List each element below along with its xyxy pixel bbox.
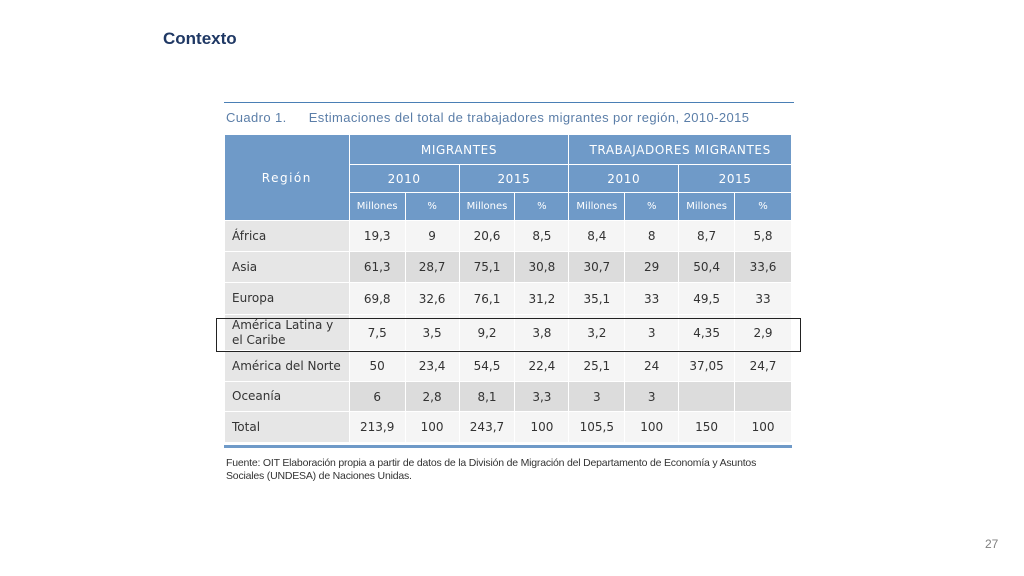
region-line: el Caribe (232, 332, 286, 347)
cell-value: 3,5 (404, 314, 460, 351)
slide-title: Contexto (163, 29, 237, 48)
caption-number: Cuadro 1. (226, 110, 287, 125)
header-unit: % (734, 192, 792, 221)
highlight-box (216, 318, 801, 352)
cell-value: 3 (624, 314, 680, 351)
table-row-total: Total 213,9 100 243,7 100 105,5 100 150 … (224, 411, 792, 443)
cell-value: 25,1 (568, 350, 626, 382)
cell-value: 2,8 (404, 381, 460, 412)
cell-value: 33,6 (734, 251, 792, 283)
header-unit: Millones (678, 192, 736, 221)
cell-value: 3 (568, 381, 626, 412)
cell-value: 105,5 (568, 411, 626, 443)
cell-value (678, 381, 736, 412)
header-unit: % (404, 192, 460, 221)
cell-value: 49,5 (678, 282, 736, 315)
cell-value (734, 381, 792, 412)
source-note: Fuente: OIT Elaboración propia a partir … (226, 457, 757, 482)
cell-value: 69,8 (348, 282, 406, 315)
table-caption: Cuadro 1. Estimaciones del total de trab… (226, 110, 749, 125)
header-unit: % (624, 192, 680, 221)
table-row-highlighted: América Latina y el Caribe 7,5 3,5 9,2 3… (224, 314, 792, 351)
cell-value: 32,6 (404, 282, 460, 315)
cell-value: 22,4 (514, 350, 570, 382)
cell-value: 33 (624, 282, 680, 315)
cell-value: 24 (624, 350, 680, 382)
header-migrantes: MIGRANTES (348, 134, 570, 165)
row-region: Asia (224, 251, 350, 283)
cell-value: 61,3 (348, 251, 406, 283)
table-row: Europa 69,8 32,6 76,1 31,2 35,1 33 49,5 … (224, 282, 792, 315)
cell-value: 8,4 (568, 220, 626, 252)
cell-value: 31,2 (514, 282, 570, 315)
cell-value: 30,8 (514, 251, 570, 283)
cell-value: 50,4 (678, 251, 736, 283)
row-region: Total (224, 411, 350, 443)
table-bottom-rule (224, 445, 792, 448)
page-number: 27 (985, 537, 999, 551)
cell-value: 33 (734, 282, 792, 315)
cell-value: 8 (624, 220, 680, 252)
row-region: América del Norte (224, 350, 350, 382)
cell-value: 3 (624, 381, 680, 412)
cell-value: 9 (404, 220, 460, 252)
migrants-table: Región MIGRANTES TRABAJADORES MIGRANTES … (224, 134, 792, 443)
header-unit: Millones (458, 192, 516, 221)
caption-top-rule (224, 102, 794, 103)
cell-value: 7,5 (348, 314, 406, 351)
caption-text: Estimaciones del total de trabajadores m… (308, 110, 750, 125)
cell-value: 8,1 (458, 381, 516, 412)
table-row: Asia 61,3 28,7 75,1 30,8 30,7 29 50,4 33… (224, 251, 792, 283)
region-line: América Latina y (232, 317, 334, 332)
cell-value: 24,7 (734, 350, 792, 382)
cell-value: 54,5 (458, 350, 516, 382)
cell-value: 75,1 (458, 251, 516, 283)
header-year: 2015 (458, 164, 570, 193)
cell-value: 6 (348, 381, 406, 412)
cell-value: 23,4 (404, 350, 460, 382)
cell-value: 30,7 (568, 251, 626, 283)
cell-value: 8,7 (678, 220, 736, 252)
cell-value: 9,2 (458, 314, 516, 351)
row-region: Europa (224, 282, 350, 315)
cell-value: 3,3 (514, 381, 570, 412)
header-region: Región (224, 134, 350, 221)
cell-value: 5,8 (734, 220, 792, 252)
cell-value: 100 (734, 411, 792, 443)
cell-value: 100 (514, 411, 570, 443)
cell-value: 100 (624, 411, 680, 443)
cell-value: 29 (624, 251, 680, 283)
header-year: 2010 (568, 164, 680, 193)
cell-value: 4,35 (678, 314, 736, 351)
cell-value: 2,9 (734, 314, 792, 351)
header-year: 2010 (348, 164, 460, 193)
table-row: Oceanía 6 2,8 8,1 3,3 3 3 (224, 381, 792, 412)
cell-value: 213,9 (348, 411, 406, 443)
cell-value: 37,05 (678, 350, 736, 382)
header-unit: Millones (348, 192, 406, 221)
header-unit: Millones (568, 192, 626, 221)
table-row: América del Norte 50 23,4 54,5 22,4 25,1… (224, 350, 792, 382)
table-row: África 19,3 9 20,6 8,5 8,4 8 8,7 5,8 (224, 220, 792, 252)
row-region: América Latina y el Caribe (224, 314, 350, 351)
cell-value: 243,7 (458, 411, 516, 443)
cell-value: 19,3 (348, 220, 406, 252)
header-unit: % (514, 192, 570, 221)
cell-value: 76,1 (458, 282, 516, 315)
cell-value: 35,1 (568, 282, 626, 315)
header-trabajadores-migrantes: TRABAJADORES MIGRANTES (568, 134, 792, 165)
header-year: 2015 (678, 164, 792, 193)
cell-value: 100 (404, 411, 460, 443)
cell-value: 3,8 (514, 314, 570, 351)
cell-value: 50 (348, 350, 406, 382)
cell-value: 28,7 (404, 251, 460, 283)
cell-value: 20,6 (458, 220, 516, 252)
cell-value: 150 (678, 411, 736, 443)
row-region: Oceanía (224, 381, 350, 412)
row-region: África (224, 220, 350, 252)
cell-value: 8,5 (514, 220, 570, 252)
